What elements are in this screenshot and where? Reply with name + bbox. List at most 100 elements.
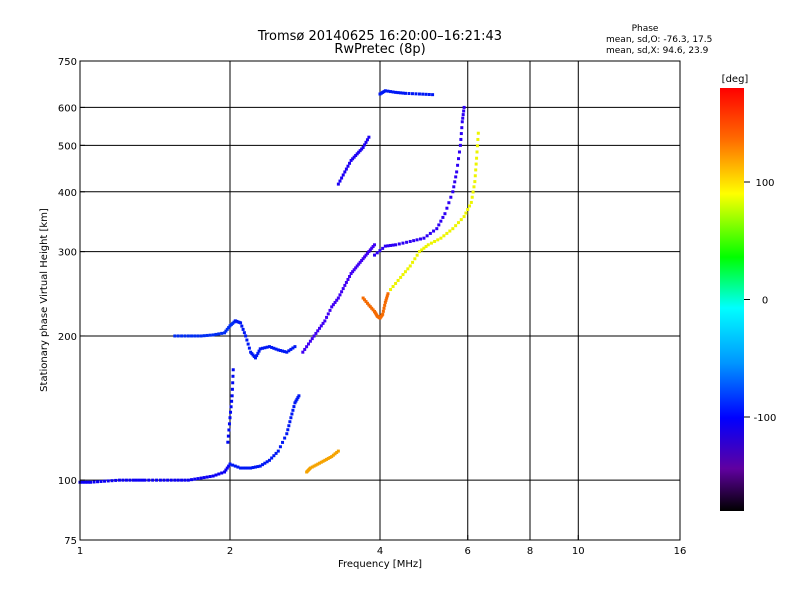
data-point	[202, 334, 206, 338]
data-point	[411, 260, 415, 264]
data-point	[208, 475, 212, 479]
data-point	[349, 158, 353, 162]
data-point	[286, 428, 290, 432]
data-point	[408, 264, 412, 268]
data-point	[435, 227, 439, 231]
x-tick-label: 16	[674, 546, 687, 557]
data-point	[96, 480, 100, 484]
data-point	[230, 394, 234, 398]
data-point	[420, 248, 424, 252]
data-point	[383, 89, 387, 93]
y-tick-label: 750	[58, 57, 77, 68]
data-point	[246, 466, 250, 470]
data-point	[114, 478, 118, 482]
data-point	[358, 149, 362, 153]
data-point	[208, 333, 212, 337]
data-point	[296, 396, 300, 400]
data-point	[417, 92, 421, 96]
data-point	[106, 479, 110, 483]
data-point	[258, 464, 262, 468]
data-point	[147, 478, 151, 482]
data-point	[351, 270, 355, 274]
data-point	[274, 451, 278, 455]
data-point	[406, 267, 410, 271]
x-axis-label: Frequency [MHz]	[338, 559, 422, 570]
data-point	[431, 93, 435, 97]
data-point	[449, 195, 453, 199]
x-tick-label: 2	[227, 546, 233, 557]
data-point	[183, 334, 187, 338]
data-point	[256, 351, 260, 355]
data-point	[328, 308, 332, 312]
data-point	[367, 303, 371, 307]
data-point	[226, 440, 230, 444]
data-point	[308, 339, 312, 343]
data-point	[140, 478, 144, 482]
data-point	[460, 120, 464, 124]
data-point	[415, 238, 419, 242]
data-point	[471, 190, 475, 194]
data-point	[355, 152, 359, 156]
data-point	[363, 255, 367, 259]
data-point	[364, 253, 368, 257]
data-point	[370, 246, 374, 250]
data-point	[196, 334, 200, 338]
data-point	[371, 308, 375, 312]
data-point	[278, 349, 282, 353]
data-point	[364, 140, 368, 144]
data-point	[227, 422, 231, 426]
data-point	[439, 236, 443, 240]
data-point	[293, 345, 297, 349]
y-axis-label: Stationary phase Virtual Height [km]	[39, 208, 50, 392]
data-point	[236, 465, 240, 469]
data-point	[341, 287, 345, 291]
data-point	[193, 334, 197, 338]
data-point	[361, 296, 365, 300]
data-point	[354, 266, 358, 270]
data-point	[375, 251, 379, 255]
stats-line-o: mean, sd,O: -76.3, 17.5	[606, 35, 712, 45]
data-point	[429, 241, 433, 245]
data-point	[225, 327, 229, 331]
data-point	[405, 240, 409, 244]
data-point	[386, 244, 390, 248]
data-point	[231, 374, 235, 378]
data-point	[360, 147, 364, 151]
data-point	[348, 275, 352, 279]
data-point	[343, 170, 347, 174]
data-point	[294, 399, 298, 403]
data-point	[211, 474, 215, 478]
data-point	[451, 227, 455, 231]
data-point	[363, 298, 367, 302]
data-point	[276, 348, 280, 352]
stats-heading: Phase	[632, 24, 659, 34]
data-point	[360, 258, 364, 262]
data-point	[422, 246, 426, 250]
data-point	[228, 416, 232, 420]
data-point	[211, 333, 215, 337]
data-point	[445, 206, 449, 210]
data-point	[459, 137, 463, 141]
data-point	[396, 91, 400, 95]
data-point	[460, 126, 464, 130]
data-point	[348, 161, 352, 165]
data-point	[292, 405, 296, 409]
data-point	[386, 292, 390, 296]
data-point	[425, 234, 429, 238]
data-point	[399, 91, 403, 95]
y-tick-label: 75	[64, 536, 77, 547]
data-point	[240, 324, 244, 328]
data-point	[261, 463, 265, 467]
data-point	[462, 215, 466, 219]
data-point	[305, 345, 309, 349]
data-point	[442, 234, 446, 238]
data-point	[335, 298, 339, 302]
colorbar-label: [deg]	[722, 74, 749, 85]
data-point	[475, 156, 479, 160]
data-point	[410, 92, 414, 96]
data-point	[193, 477, 197, 481]
data-point	[448, 229, 452, 233]
data-point	[454, 224, 458, 228]
data-point	[155, 478, 159, 482]
data-point	[92, 480, 96, 484]
